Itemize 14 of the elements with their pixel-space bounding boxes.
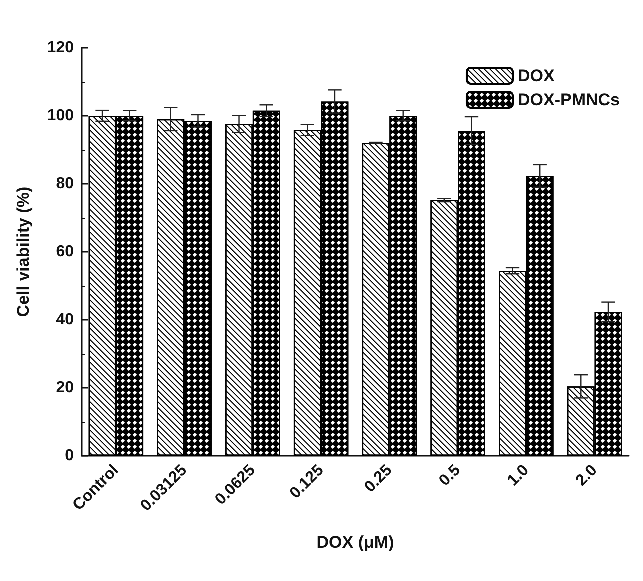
y-tick-label: 0 [65,448,74,464]
y-axis-title: Cell viability (%) [14,186,33,318]
y-tick-label: 40 [56,312,74,328]
y-tick-label: 80 [56,176,74,192]
y-tick-label: 20 [56,380,74,396]
x-axis-title: DOX (μM) [316,533,394,552]
x-tick-label: 2.0 [573,462,601,490]
y-tick-label: 60 [56,244,74,260]
x-tick-label: 0.5 [436,462,464,490]
legend-label: DOX-PMNCs [518,90,620,110]
y-tick-label: 100 [47,108,74,124]
y-tick-label: 120 [47,40,74,56]
x-tick-label: 1.0 [504,462,533,490]
legend-label: DOX [518,66,556,86]
